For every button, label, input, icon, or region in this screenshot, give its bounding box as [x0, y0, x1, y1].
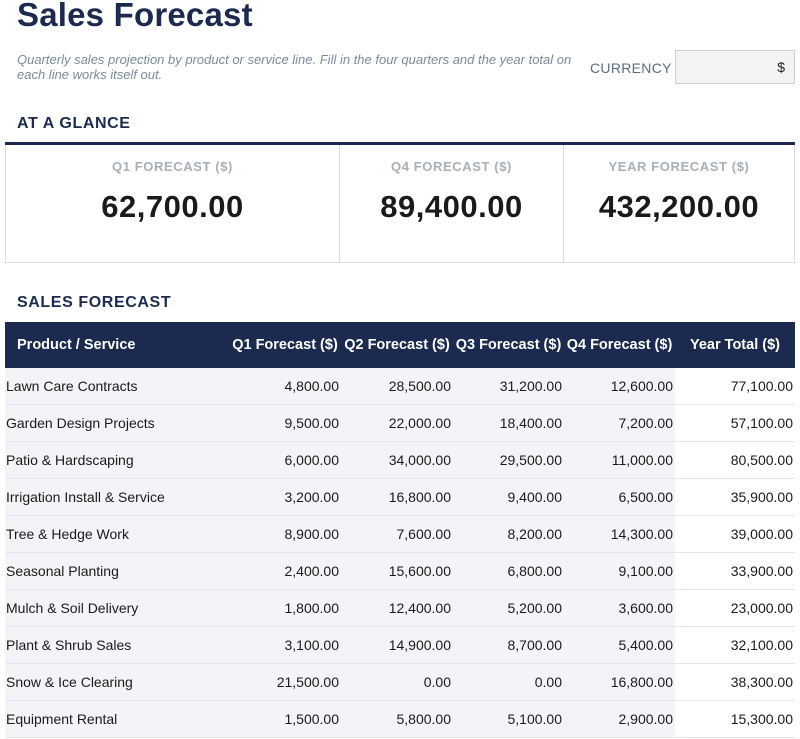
table-row: Patio & Hardscaping 6,000.00 34,000.00 29,5… [5, 441, 795, 479]
card-value: 62,700.00 [101, 189, 244, 224]
year-total-cell: 32,100.00 [675, 626, 795, 664]
table-row: Garden Design Projects 9,500.00 22,000.00 1… [5, 404, 795, 442]
q3-cell[interactable]: 8,200.00 [453, 515, 564, 553]
column-header-year-total: Year Total ($) [675, 322, 795, 368]
currency-label: CURRENCY [590, 60, 672, 76]
q2-cell[interactable]: 15,600.00 [341, 552, 453, 590]
column-header-product: Product / Service [5, 322, 229, 368]
year-total-cell: 35,900.00 [675, 478, 795, 516]
card-value: 89,400.00 [380, 189, 523, 224]
q1-cell[interactable]: 3,200.00 [229, 478, 341, 516]
q1-cell[interactable]: 21,500.00 [229, 663, 341, 701]
q4-cell[interactable]: 7,200.00 [564, 404, 675, 442]
q3-cell[interactable]: 8,700.00 [453, 626, 564, 664]
table-header-row: Product / Service Q1 Forecast ($) Q2 For… [5, 322, 795, 368]
q3-cell[interactable]: 29,500.00 [453, 441, 564, 479]
table-row: Lawn Care Contracts 4,800.00 28,500.00 31,2… [5, 368, 795, 405]
at-a-glance-heading: AT A GLANCE [17, 115, 131, 132]
product-name-cell[interactable]: Mulch & Soil Delivery [5, 589, 229, 627]
q3-cell[interactable]: 5,100.00 [453, 700, 564, 738]
q2-cell[interactable]: 5,800.00 [341, 700, 453, 738]
q2-cell[interactable]: 7,600.00 [341, 515, 453, 553]
year-total-cell: 38,300.00 [675, 663, 795, 701]
q4-cell[interactable]: 5,400.00 [564, 626, 675, 664]
q1-cell[interactable]: 8,900.00 [229, 515, 341, 553]
q1-cell[interactable]: 9,500.00 [229, 404, 341, 442]
q4-cell[interactable]: 2,900.00 [564, 700, 675, 738]
table-body: Lawn Care Contracts 4,800.00 28,500.00 31,2… [5, 368, 795, 738]
q3-cell[interactable]: 18,400.00 [453, 404, 564, 442]
product-name-cell[interactable]: Irrigation Install & Service [5, 478, 229, 516]
card-label: YEAR FORECAST ($) [608, 159, 750, 174]
page-title: Sales Forecast [17, 0, 253, 33]
q4-cell[interactable]: 6,500.00 [564, 478, 675, 516]
q2-cell[interactable]: 14,900.00 [341, 626, 453, 664]
q4-cell[interactable]: 16,800.00 [564, 663, 675, 701]
q2-cell[interactable]: 22,000.00 [341, 404, 453, 442]
table-row: Irrigation Install & Service 3,200.00 16,8… [5, 478, 795, 516]
year-total-cell: 77,100.00 [675, 368, 795, 405]
q4-cell[interactable]: 9,100.00 [564, 552, 675, 590]
q2-cell[interactable]: 12,400.00 [341, 589, 453, 627]
q3-cell[interactable]: 5,200.00 [453, 589, 564, 627]
q4-cell[interactable]: 14,300.00 [564, 515, 675, 553]
q3-cell[interactable]: 6,800.00 [453, 552, 564, 590]
year-total-cell: 15,300.00 [675, 700, 795, 738]
q2-cell[interactable]: 16,800.00 [341, 478, 453, 516]
table-row: Equipment Rental 1,500.00 5,800.00 5,100.00… [5, 700, 795, 738]
table-row: Plant & Shrub Sales 3,100.00 14,900.00 8,70… [5, 626, 795, 664]
table-row: Mulch & Soil Delivery 1,800.00 12,400.00 5,… [5, 589, 795, 627]
column-header-q4: Q4 Forecast ($) [564, 322, 675, 368]
q2-cell[interactable]: 28,500.00 [341, 368, 453, 405]
product-name-cell[interactable]: Plant & Shrub Sales [5, 626, 229, 664]
column-header-q2: Q2 Forecast ($) [341, 322, 453, 368]
q4-cell[interactable]: 12,600.00 [564, 368, 675, 405]
q1-cell[interactable]: 3,100.00 [229, 626, 341, 664]
q4-cell[interactable]: 3,600.00 [564, 589, 675, 627]
q1-cell[interactable]: 1,800.00 [229, 589, 341, 627]
product-name-cell[interactable]: Lawn Care Contracts [5, 368, 229, 405]
product-name-cell[interactable]: Patio & Hardscaping [5, 441, 229, 479]
q1-cell[interactable]: 2,400.00 [229, 552, 341, 590]
q4-forecast-card: Q4 FORECAST ($) 89,400.00 [340, 145, 564, 263]
q4-cell[interactable]: 11,000.00 [564, 441, 675, 479]
q2-cell[interactable]: 0.00 [341, 663, 453, 701]
card-label: Q4 FORECAST ($) [391, 159, 512, 174]
sales-forecast-heading: SALES FORECAST [17, 294, 172, 311]
q1-cell[interactable]: 1,500.00 [229, 700, 341, 738]
q2-cell[interactable]: 34,000.00 [341, 441, 453, 479]
product-name-cell[interactable]: Tree & Hedge Work [5, 515, 229, 553]
q3-cell[interactable]: 0.00 [453, 663, 564, 701]
table-row: Snow & Ice Clearing 21,500.00 0.00 0.00 16,8… [5, 663, 795, 701]
card-label: Q1 FORECAST ($) [112, 159, 233, 174]
year-total-cell: 80,500.00 [675, 441, 795, 479]
year-total-cell: 33,900.00 [675, 552, 795, 590]
product-name-cell[interactable]: Garden Design Projects [5, 404, 229, 442]
year-total-cell: 23,000.00 [675, 589, 795, 627]
page-subtitle: Quarterly sales projection by product or… [17, 52, 572, 82]
year-total-cell: 39,000.00 [675, 515, 795, 553]
table-row: Seasonal Planting 2,400.00 15,600.00 6,800.… [5, 552, 795, 590]
q1-cell[interactable]: 4,800.00 [229, 368, 341, 405]
column-header-q1: Q1 Forecast ($) [229, 322, 341, 368]
q3-cell[interactable]: 9,400.00 [453, 478, 564, 516]
sales-forecast-table: Product / Service Q1 Forecast ($) Q2 For… [5, 322, 795, 738]
column-header-q3: Q3 Forecast ($) [453, 322, 564, 368]
table-row: Tree & Hedge Work 8,900.00 7,600.00 8,200.0… [5, 515, 795, 553]
year-total-cell: 57,100.00 [675, 404, 795, 442]
glance-cards: Q1 FORECAST ($) 62,700.00 Q4 FORECAST ($… [5, 142, 795, 263]
year-forecast-card: YEAR FORECAST ($) 432,200.00 [564, 145, 795, 263]
currency-input[interactable]: $ [675, 50, 795, 84]
product-name-cell[interactable]: Seasonal Planting [5, 552, 229, 590]
q1-forecast-card: Q1 FORECAST ($) 62,700.00 [5, 145, 340, 263]
q3-cell[interactable]: 31,200.00 [453, 368, 564, 405]
card-value: 432,200.00 [598, 189, 760, 224]
product-name-cell[interactable]: Snow & Ice Clearing [5, 663, 229, 701]
q1-cell[interactable]: 6,000.00 [229, 441, 341, 479]
product-name-cell[interactable]: Equipment Rental [5, 700, 229, 738]
